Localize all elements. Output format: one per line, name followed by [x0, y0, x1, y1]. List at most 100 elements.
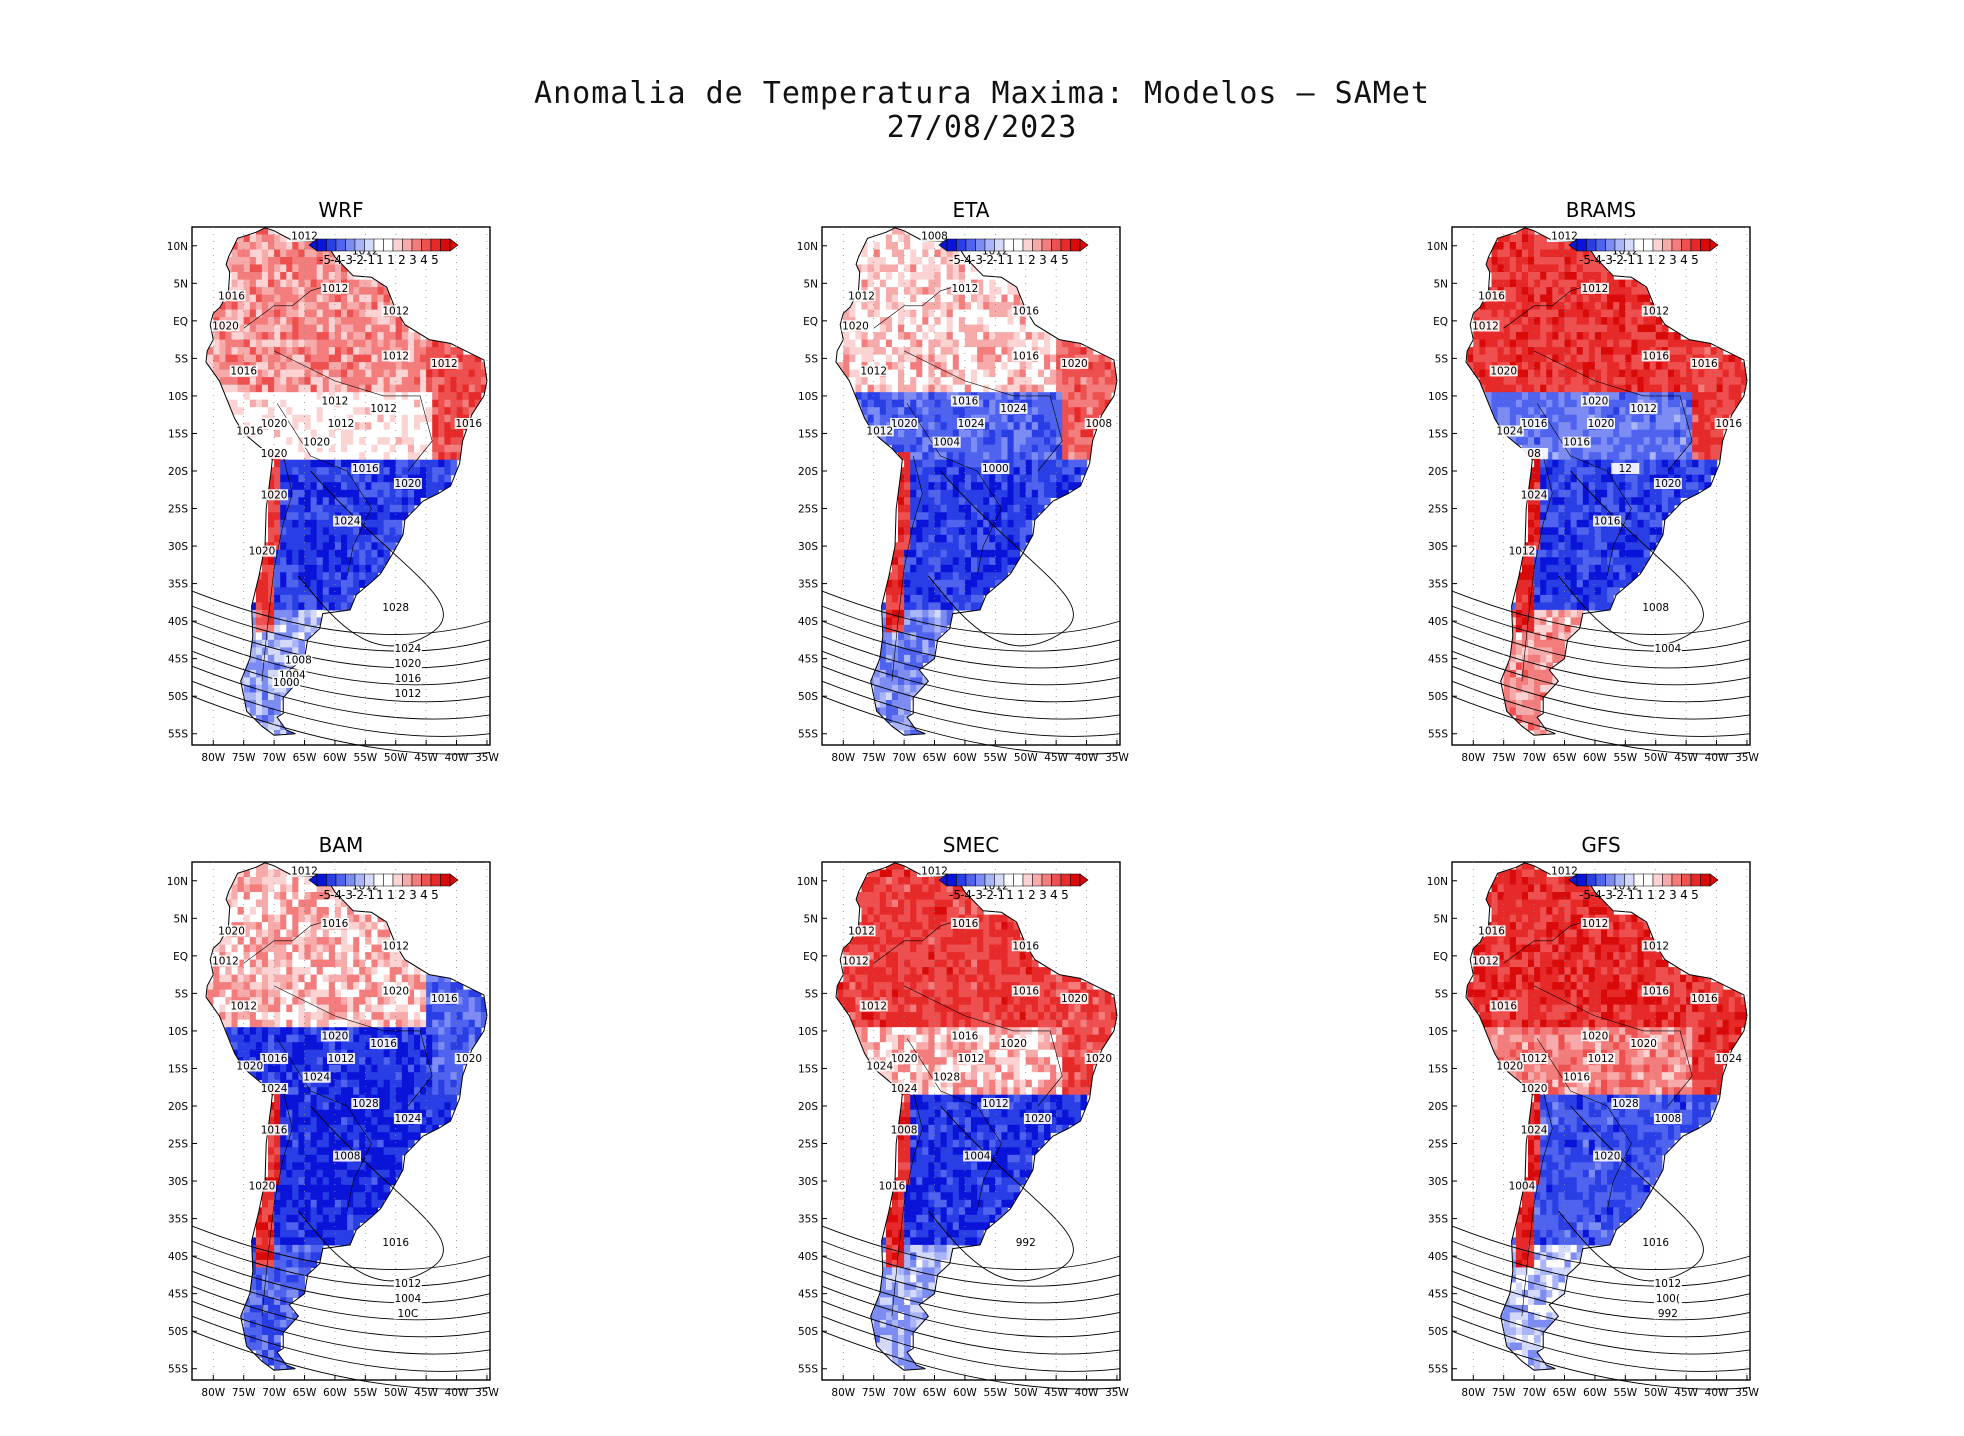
map-frame [191, 226, 491, 746]
isobar-label: 1020 [1000, 1038, 1027, 1050]
colorbar-tick: 1 [1017, 888, 1025, 902]
anomaly-field [837, 862, 1117, 1371]
isobar-label: 1028 [1612, 1098, 1639, 1110]
lat-label: 10S [1428, 1026, 1448, 1038]
lat-label: 40S [798, 616, 818, 628]
isobar-label: 1012 [860, 365, 887, 377]
lon-label: 40W [1705, 1387, 1729, 1399]
colorbar-tick: -3 [971, 888, 983, 902]
lat-label: 20S [1428, 1101, 1448, 1113]
isobar-label: 1004 [1655, 643, 1682, 655]
lon-label: 45W [1044, 1387, 1068, 1399]
colorbar-tick: -2 [982, 253, 994, 267]
isobar-label: 1004 [933, 437, 960, 449]
colorbar-tick: -3 [1601, 253, 1613, 267]
colorbar-tick: -3 [341, 888, 353, 902]
lon-label: 70W [1522, 1387, 1546, 1399]
colorbar-tick: 4 [1050, 253, 1058, 267]
panel-title: BAM [318, 833, 364, 857]
isobar-label: 1012 [1551, 230, 1578, 242]
isobar-label: 1020 [1061, 993, 1088, 1005]
isobar-label: 1016 [1478, 925, 1505, 937]
lon-label: 45W [1674, 752, 1698, 764]
isobar-label: 1016 [230, 365, 257, 377]
isobar-label: 1020 [1490, 365, 1517, 377]
map-frame [821, 226, 1121, 746]
lon-label: 75W [232, 752, 256, 764]
lat-label: 35S [168, 1214, 188, 1226]
isobar-label: 1024 [334, 516, 361, 528]
colorbar-tick: 3 [1039, 888, 1047, 902]
lon-label: 80W [831, 752, 855, 764]
map-smec: 10N 5N EQ 5S 10S 15S 20S 25S 30S 35S 40S 45S 50S 55S 8… [797, 861, 1129, 1399]
lat-label: 15S [798, 1063, 818, 1075]
lon-label: 50W [1014, 752, 1038, 764]
colorbar-tick: -2 [1612, 888, 1624, 902]
map-gfs: 10N 5N EQ 5S 10S 15S 20S 25S 30S 35S 40S 45S 50S 55S 8… [1427, 861, 1759, 1399]
lon-label: 60W [953, 1387, 977, 1399]
map-brams: 10N 5N EQ 5S 10S 15S 20S 25S 30S 35S 40S 45S 50S 55S 8… [1427, 226, 1759, 764]
lat-label: 10N [167, 241, 188, 253]
isobar-label: 1000 [273, 677, 300, 689]
isobar-label: 12 [1619, 463, 1632, 475]
lat-label: 20S [168, 1101, 188, 1113]
lon-label: 45W [414, 752, 438, 764]
lat-label: 5N [1433, 278, 1448, 290]
lat-label: 55S [798, 729, 818, 741]
isobar-label: 1020 [1025, 1113, 1052, 1125]
colorbar-tick: 3 [409, 253, 417, 267]
isobar-label: 1020 [1630, 1038, 1657, 1050]
lat-label: 5N [1433, 913, 1448, 925]
lat-label: 5S [175, 988, 189, 1000]
isobar-label: 1012 [431, 358, 458, 370]
lat-label: 55S [1428, 1364, 1448, 1376]
isobar-label: 1028 [352, 1098, 379, 1110]
lon-label: 75W [1492, 1387, 1516, 1399]
lat-label: 15S [168, 428, 188, 440]
isobar-label: 1016 [261, 1124, 288, 1136]
lon-label: 60W [323, 752, 347, 764]
colorbar-tick: 3 [1039, 253, 1047, 267]
colorbar-tick: -4 [1590, 253, 1602, 267]
map-wrf: 10N 5N EQ 5S 10S 15S 20S 25S 30S 35S 40S 45S 50S 55S 8… [167, 226, 499, 764]
colorbar-tick: -5 [319, 253, 331, 267]
lon-label: 45W [1044, 752, 1068, 764]
colorbar: -5 -4 -3 -2 -1 1 1 2 3 4 5 [308, 873, 459, 902]
panel-gfs: GFS 10N 5N EQ 5S 10S 15S 20S 25S 30S 35S 40S 45S 50S 5… [1410, 825, 1830, 1405]
lat-label: 20S [798, 1101, 818, 1113]
isobar-label: 992 [1016, 1237, 1036, 1249]
lat-label: 5S [175, 353, 189, 365]
isobar-label: 1012 [382, 305, 409, 317]
colorbar-tick: -4 [960, 253, 972, 267]
lat-label: 40S [168, 1251, 188, 1263]
colorbar-tick: -5 [1579, 253, 1591, 267]
isobar-label: 1016 [952, 918, 979, 930]
isobar-label: 1016 [1691, 993, 1718, 1005]
isobar-label: 1016 [352, 463, 379, 475]
lat-label: 20S [798, 466, 818, 478]
lat-label: 10N [167, 876, 188, 888]
lat-label: 50S [1428, 1326, 1448, 1338]
isobar-label: 1024 [395, 1113, 422, 1125]
isobar-label: 1012 [1642, 940, 1669, 952]
lon-label: 50W [384, 1387, 408, 1399]
isobar-label: 1024 [395, 643, 422, 655]
isobar-label: 1012 [328, 1053, 355, 1065]
lon-label: 70W [892, 752, 916, 764]
lat-label: 10S [798, 391, 818, 403]
lon-label: 75W [862, 752, 886, 764]
isobar-label: 1016 [1521, 418, 1548, 430]
lat-label: 15S [1428, 1063, 1448, 1075]
isobar-label: 1016 [1012, 305, 1039, 317]
lat-label: EQ [173, 316, 188, 328]
panel-bam: BAM 10N 5N EQ 5S 10S 15S 20S 25S 30S 35S 40S 45S 50S 5… [150, 825, 570, 1405]
colorbar-tick: 3 [1669, 253, 1677, 267]
map-frame [1451, 861, 1751, 1381]
lat-label: 35S [798, 579, 818, 591]
isobar-label: 1024 [1496, 425, 1523, 437]
map-frame [821, 861, 1121, 1381]
isobar-label: 1020 [236, 1060, 263, 1072]
colorbar-tick: 5 [431, 253, 439, 267]
isobar-label: 1016 [1490, 1000, 1517, 1012]
lat-label: 30S [168, 1176, 188, 1188]
